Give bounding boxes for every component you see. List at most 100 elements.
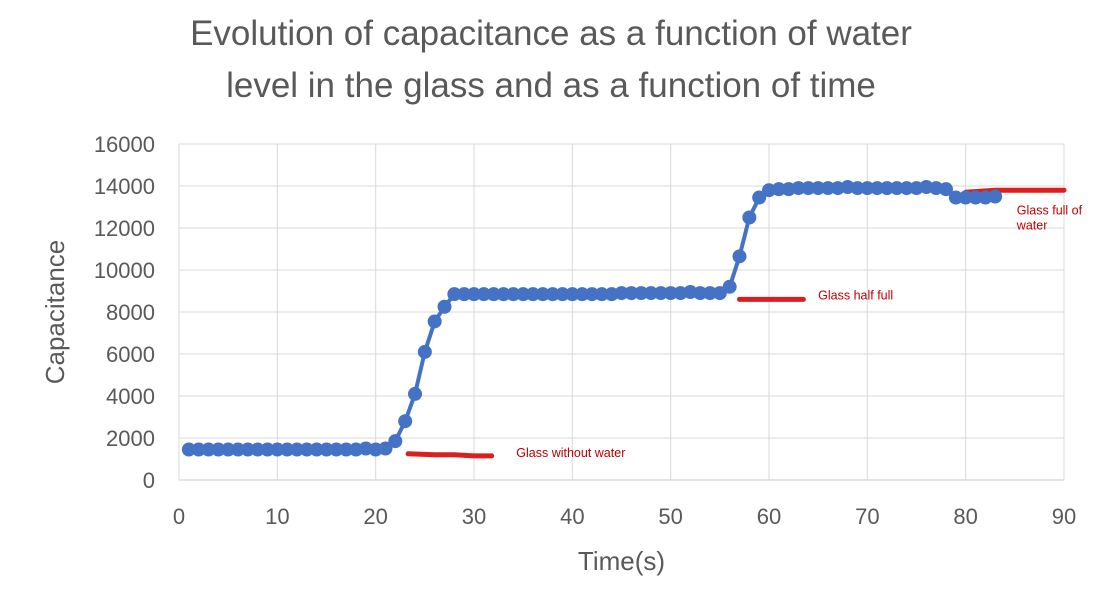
chart-title-line-1: Evolution of capacitance as a function o… bbox=[190, 14, 912, 53]
y-tick-label: 6000 bbox=[106, 342, 155, 367]
y-tick-label: 12000 bbox=[94, 216, 155, 241]
data-point bbox=[880, 181, 894, 196]
data-point bbox=[181, 442, 196, 457]
data-point bbox=[771, 182, 786, 197]
data-point bbox=[870, 181, 885, 196]
data-point bbox=[899, 181, 914, 196]
data-point bbox=[722, 279, 737, 294]
data-point bbox=[506, 287, 521, 302]
annotation-label: Glass half full bbox=[818, 288, 893, 302]
data-point bbox=[968, 190, 983, 205]
x-tick-label: 90 bbox=[1052, 504, 1076, 529]
x-axis-label: Time(s) bbox=[578, 546, 665, 576]
data-point bbox=[663, 286, 678, 301]
data-point bbox=[811, 181, 826, 196]
data-point bbox=[939, 182, 953, 197]
data-point bbox=[703, 286, 717, 301]
data-point bbox=[634, 286, 649, 301]
data-point bbox=[408, 386, 422, 401]
data-point bbox=[417, 344, 432, 359]
data-point bbox=[486, 287, 501, 302]
data-point bbox=[526, 287, 540, 302]
y-tick-label: 0 bbox=[143, 468, 155, 493]
x-tick-label: 60 bbox=[757, 504, 781, 529]
data-point bbox=[948, 190, 963, 205]
data-point bbox=[457, 287, 472, 302]
annotation-texts: Glass without water Glass half full Glass … bbox=[516, 203, 1082, 460]
grid bbox=[178, 143, 1065, 481]
data-point bbox=[398, 414, 413, 429]
data-point bbox=[319, 442, 334, 457]
data-point bbox=[299, 442, 314, 457]
data-point bbox=[437, 299, 452, 314]
data-point bbox=[280, 442, 295, 457]
y-tick-label: 4000 bbox=[106, 384, 155, 409]
data-point bbox=[801, 181, 816, 196]
data-point bbox=[496, 287, 511, 302]
chart-title-line-2: level in the glass and as a function of … bbox=[226, 66, 876, 105]
data-point bbox=[250, 442, 265, 457]
data-point bbox=[339, 442, 354, 457]
data-point bbox=[594, 287, 609, 302]
y-tick-label: 2000 bbox=[106, 426, 155, 451]
data-point bbox=[378, 441, 393, 456]
data-point bbox=[752, 190, 767, 205]
data-point bbox=[427, 314, 442, 329]
x-tick-label: 50 bbox=[658, 504, 682, 529]
x-tick-label: 10 bbox=[265, 504, 289, 529]
data-point bbox=[290, 442, 304, 457]
annotation-line bbox=[405, 451, 495, 459]
data-point bbox=[270, 442, 285, 457]
data-point bbox=[191, 442, 206, 457]
series-line bbox=[188, 185, 996, 452]
data-point bbox=[565, 287, 580, 302]
annotation-label: Glass full of water bbox=[1016, 203, 1083, 232]
data-point bbox=[585, 287, 599, 302]
data-point bbox=[516, 287, 531, 302]
data-point bbox=[221, 442, 236, 457]
data-point bbox=[958, 190, 973, 205]
y-tick-label: 8000 bbox=[106, 300, 155, 325]
data-point bbox=[732, 249, 747, 264]
data-point bbox=[614, 286, 629, 301]
x-tick-label: 0 bbox=[173, 504, 185, 529]
x-tick-label: 30 bbox=[462, 504, 486, 529]
annotation-line bbox=[963, 187, 1067, 195]
data-point bbox=[260, 442, 275, 457]
data-point bbox=[988, 189, 1003, 204]
y-tick-label: 10000 bbox=[94, 258, 155, 283]
data-point bbox=[231, 442, 245, 457]
data-point bbox=[742, 210, 757, 225]
x-tick-label: 40 bbox=[560, 504, 584, 529]
data-point bbox=[240, 442, 255, 457]
x-axis-ticks: 0 10 20 30 40 50 60 70 80 90 bbox=[173, 504, 1076, 529]
data-point bbox=[309, 442, 324, 457]
x-tick-label: 20 bbox=[363, 504, 387, 529]
data-point bbox=[624, 286, 639, 301]
data-point bbox=[575, 287, 590, 302]
data-point bbox=[476, 287, 491, 302]
data-point bbox=[388, 434, 403, 449]
data-point bbox=[447, 287, 462, 302]
y-axis-ticks: 0 2000 4000 6000 8000 10000 12000 14000 16000 bbox=[94, 132, 155, 493]
data-point bbox=[329, 442, 344, 457]
y-tick-label: 14000 bbox=[94, 174, 155, 199]
data-point bbox=[535, 287, 550, 302]
y-tick-label: 16000 bbox=[94, 132, 155, 157]
data-point bbox=[821, 181, 835, 196]
chart-title: Evolution of capacitance as a function o… bbox=[0, 8, 1102, 112]
x-tick-label: 80 bbox=[953, 504, 977, 529]
data-point bbox=[889, 181, 904, 196]
data-point bbox=[201, 442, 216, 457]
data-point bbox=[693, 286, 708, 301]
data-point bbox=[850, 181, 865, 196]
data-point bbox=[644, 286, 658, 301]
y-axis-label: Capacitance bbox=[40, 240, 70, 385]
data-point bbox=[653, 286, 668, 301]
series bbox=[181, 180, 1003, 457]
data-point bbox=[211, 442, 226, 457]
data-point bbox=[545, 287, 560, 302]
data-point bbox=[860, 181, 875, 196]
data-point bbox=[791, 181, 806, 196]
